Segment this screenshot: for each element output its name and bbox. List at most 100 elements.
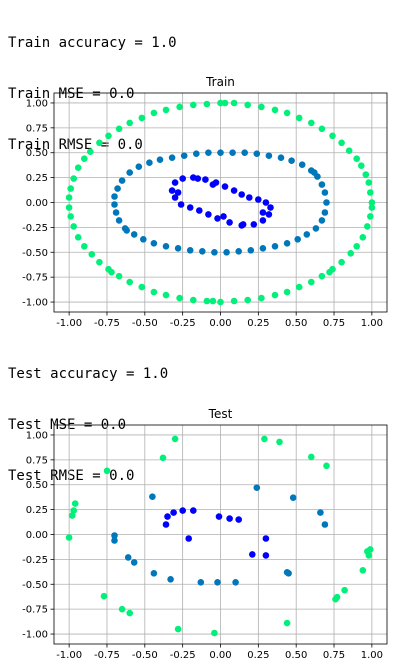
test-point-inner: [164, 513, 171, 520]
train-point-outer: [190, 296, 197, 304]
test-point-outer: [261, 435, 268, 443]
test-ytick-label: 0.50: [26, 480, 48, 491]
train-point-outer: [115, 272, 123, 280]
test-ytick-label: 0.25: [26, 505, 48, 516]
train-point-middle: [146, 159, 153, 166]
train-scatter-chart: Train -1.00 -0.75 -0.50 -0.25 0.00 0.25 0.50 0.…: [22, 75, 388, 329]
train-point-inner: [239, 221, 247, 228]
test-ytick-label: -0.50: [22, 580, 48, 591]
train-mse-line: Train MSE = 0.0: [8, 86, 135, 102]
train-rmse-line: Train RMSE = 0.0: [8, 137, 143, 153]
train-point-outer: [295, 114, 303, 122]
train-point-middle: [259, 245, 267, 252]
train-point-outer: [347, 250, 355, 257]
test-point-outer: [100, 592, 108, 600]
train-point-inner: [194, 175, 202, 182]
train-point-outer: [209, 297, 217, 305]
train-point-middle: [199, 248, 206, 255]
train-point-middle: [118, 177, 126, 184]
train-point-inner: [205, 211, 212, 218]
train-point-inner: [259, 217, 267, 224]
train-point-outer: [65, 194, 73, 201]
train-point-outer: [176, 294, 183, 302]
train-point-inner: [177, 201, 185, 208]
train-point-outer: [244, 296, 251, 304]
train-ytick-label: 0.50: [26, 148, 48, 159]
train-point-middle: [321, 189, 329, 196]
test-point-outer: [365, 552, 373, 559]
train-point-outer: [367, 189, 374, 196]
test-point-middle: [214, 579, 221, 586]
train-point-outer: [81, 243, 88, 250]
train-grid: [54, 93, 387, 312]
train-point-middle: [135, 163, 143, 170]
train-xtick-label: 0.50: [285, 318, 307, 329]
train-point-middle: [323, 199, 330, 206]
test-xtick-label: 0.75: [323, 650, 345, 661]
test-point-inner: [262, 552, 270, 559]
train-point-outer: [162, 291, 170, 299]
test-xtick-label: 0.00: [209, 650, 231, 661]
test-xtick-label: -0.25: [170, 650, 196, 661]
train-point-middle: [111, 201, 118, 208]
train-xtick-label: 0.00: [209, 318, 231, 329]
train-point-middle: [174, 245, 182, 252]
test-point-middle: [197, 579, 205, 586]
test-point-outer: [159, 454, 167, 462]
train-point-outer: [221, 99, 229, 107]
train-point-outer: [203, 297, 211, 305]
train-point-outer: [338, 258, 345, 266]
test-point-outer: [118, 605, 126, 613]
train-point-middle: [321, 209, 329, 216]
train-point-outer: [295, 283, 303, 291]
train-ytick-label: -0.25: [22, 223, 48, 234]
train-point-inner: [265, 211, 273, 218]
train-point-outer: [345, 147, 353, 154]
train-point-outer: [353, 243, 361, 250]
test-point-inner: [179, 507, 186, 514]
train-point-inner: [238, 191, 245, 198]
train-point-middle: [318, 181, 326, 188]
test-xtick-label: -1.00: [56, 650, 82, 661]
test-xtick-label: -0.50: [132, 650, 158, 661]
train-xtick-label: 1.00: [361, 318, 383, 329]
test-axes-frame: [53, 424, 388, 645]
test-point-inner: [235, 516, 242, 523]
test-points: [65, 435, 374, 637]
train-point-outer: [230, 99, 238, 107]
test-point-middle: [285, 570, 292, 577]
train-axes-frame: [53, 92, 388, 313]
train-point-middle: [193, 150, 200, 157]
train-point-middle: [205, 149, 212, 156]
train-point-outer: [138, 114, 146, 122]
test-chart-title: Test: [208, 407, 233, 421]
train-point-middle: [235, 248, 242, 255]
test-point-inner: [190, 507, 197, 514]
train-point-outer: [203, 100, 211, 108]
train-point-middle: [156, 156, 164, 163]
train-point-middle: [247, 247, 255, 254]
train-point-inner: [186, 204, 194, 211]
train-point-outer: [96, 139, 103, 147]
test-point-inner: [162, 521, 170, 528]
test-point-middle: [321, 521, 329, 528]
train-ytick-label: -0.75: [22, 273, 48, 284]
train-point-middle: [288, 157, 295, 164]
train-xtick-label: -1.00: [56, 318, 82, 329]
test-point-outer: [174, 625, 182, 633]
train-point-middle: [311, 169, 318, 176]
train-point-outer: [258, 103, 265, 111]
train-point-middle: [140, 236, 147, 243]
test-point-outer: [68, 512, 76, 519]
test-point-inner: [185, 535, 192, 542]
test-grid: [54, 425, 387, 644]
train-point-outer: [308, 278, 315, 286]
train-point-middle: [241, 149, 248, 156]
train-point-outer: [74, 164, 82, 171]
train-point-outer: [326, 268, 333, 276]
train-point-middle: [217, 149, 224, 156]
test-ytick-label: 1.00: [26, 430, 48, 441]
train-ytick-label: 0.25: [26, 173, 48, 184]
train-point-middle: [114, 185, 121, 192]
test-point-middle: [232, 579, 239, 586]
